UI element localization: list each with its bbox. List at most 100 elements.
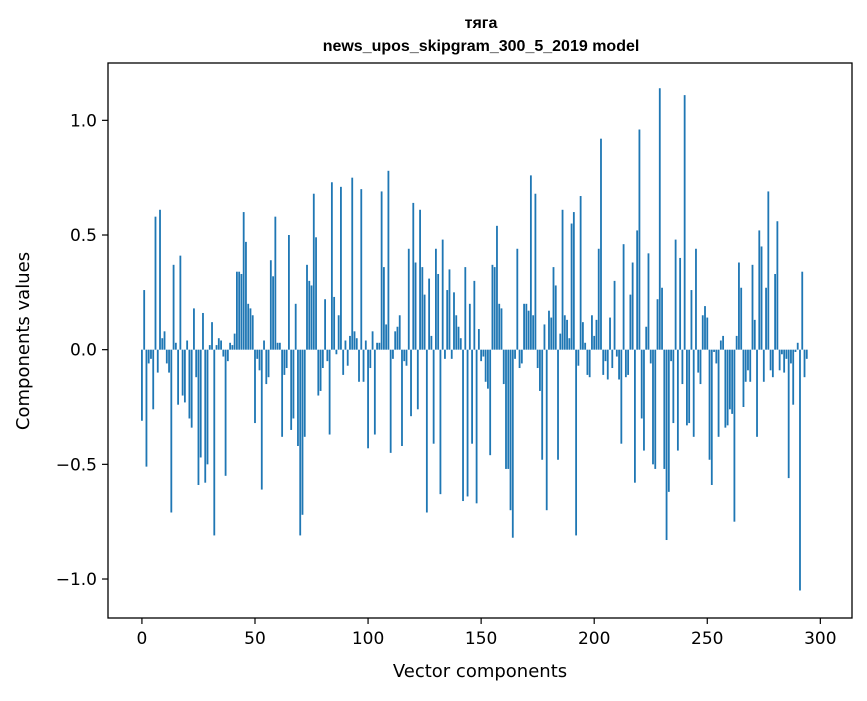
bar: [747, 349, 749, 371]
bar: [697, 349, 700, 373]
bar: [643, 349, 645, 451]
bar: [654, 349, 657, 469]
bar: [385, 324, 388, 350]
bar: [457, 326, 460, 350]
bar: [416, 349, 419, 410]
bar: [572, 212, 575, 350]
x-tick-label: 250: [691, 629, 723, 649]
bar: [297, 349, 299, 446]
bar: [306, 264, 308, 350]
bar: [340, 186, 342, 350]
bar: [756, 349, 758, 437]
bar: [652, 349, 654, 465]
bar: [658, 88, 661, 350]
bar: [477, 329, 480, 350]
bar: [170, 349, 173, 513]
bar: [172, 264, 175, 350]
bar: [174, 342, 177, 350]
bar: [681, 349, 684, 385]
bar: [688, 349, 691, 424]
bar: [792, 349, 795, 405]
bar: [656, 299, 659, 350]
bar: [179, 255, 182, 350]
bar: [552, 267, 555, 350]
y-tick-label: 0.0: [70, 341, 97, 361]
bar: [188, 349, 191, 419]
bar: [247, 303, 250, 350]
bar: [742, 349, 745, 407]
bar: [265, 349, 268, 385]
bar: [373, 349, 376, 435]
bar: [509, 349, 512, 511]
bar: [310, 285, 313, 350]
bar: [597, 248, 600, 350]
bar: [769, 349, 772, 371]
bar: [733, 349, 736, 522]
bar: [159, 209, 161, 350]
bar: [430, 335, 433, 350]
bar: [760, 246, 763, 350]
bar: [536, 349, 539, 369]
bar: [401, 349, 403, 446]
bar: [579, 196, 582, 350]
bar: [563, 315, 566, 350]
bar: [421, 267, 424, 350]
bar: [586, 349, 589, 375]
bar: [202, 312, 204, 350]
bar: [392, 349, 394, 359]
bar: [783, 349, 786, 373]
bar: [584, 342, 587, 350]
bar: [299, 349, 302, 536]
bar: [394, 331, 397, 350]
bar: [620, 349, 623, 444]
x-tick-label: 300: [804, 629, 836, 649]
bar: [615, 349, 618, 357]
bar: [706, 317, 709, 350]
bar: [204, 349, 207, 483]
bar: [389, 349, 392, 453]
bar: [622, 244, 625, 350]
bar: [337, 315, 340, 350]
bar: [367, 349, 369, 449]
bar: [534, 193, 537, 350]
bar: [143, 290, 146, 350]
bar: [351, 177, 354, 350]
bar: [480, 349, 483, 362]
bar: [163, 331, 166, 350]
bar: [245, 241, 247, 350]
bar: [690, 290, 693, 350]
bar: [575, 349, 578, 536]
bar: [776, 221, 779, 350]
bar: [541, 349, 544, 460]
bar: [557, 349, 559, 460]
bar: [548, 310, 550, 350]
bar: [444, 349, 446, 359]
bar: [317, 349, 320, 396]
bar: [358, 349, 360, 382]
bar: [751, 264, 754, 350]
bar: [326, 349, 329, 362]
bar: [566, 319, 568, 350]
bar: [215, 345, 218, 350]
bar: [525, 303, 528, 350]
bar: [294, 303, 297, 350]
bar: [523, 303, 525, 350]
bar: [636, 230, 639, 350]
bar: [803, 349, 806, 378]
bar: [805, 349, 808, 359]
bar: [387, 170, 390, 350]
bar: [233, 333, 236, 350]
bar: [505, 349, 507, 469]
x-tick-label: 0: [137, 629, 148, 649]
bar: [446, 290, 449, 350]
bar: [692, 349, 695, 437]
bar: [414, 262, 417, 350]
bar: [638, 129, 641, 350]
bar: [683, 95, 686, 350]
bar: [627, 349, 630, 375]
bar: [240, 273, 243, 350]
bar: [593, 335, 596, 350]
bar: [473, 280, 476, 350]
bar: [353, 331, 356, 350]
bar: [482, 349, 485, 357]
